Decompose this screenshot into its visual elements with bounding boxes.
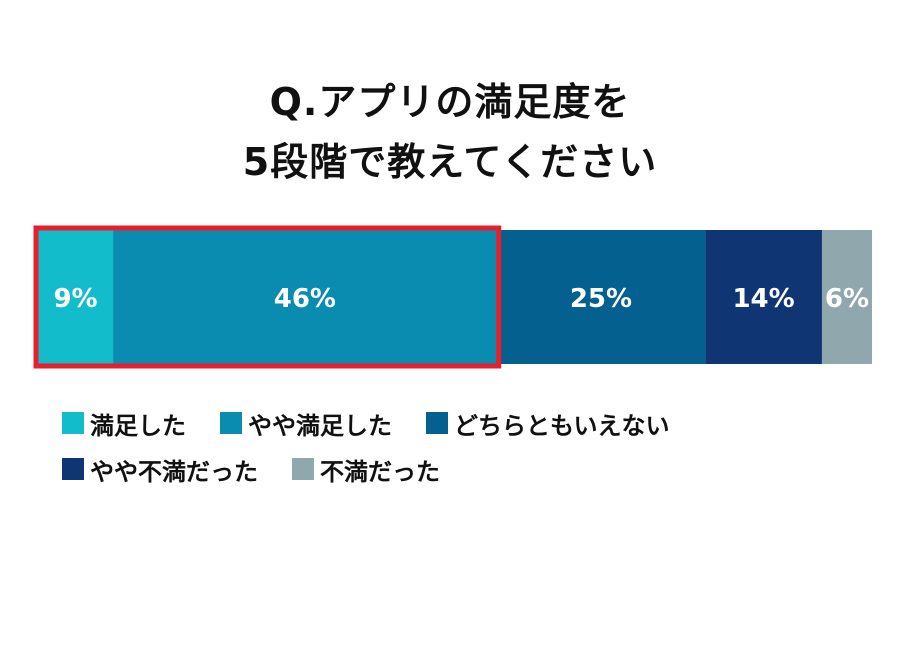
bar-segment-1	[113, 230, 497, 364]
legend-swatch	[426, 412, 448, 434]
legend-label: どちらともいえない	[454, 411, 670, 440]
legend-label: やや不満だった	[90, 457, 258, 486]
legend-item-satisfied: 満足した	[62, 406, 186, 441]
chart-title-line-1: Q.アプリの満足度を	[269, 80, 631, 124]
legend: 満足した やや満足した どちらともいえない やや不満だった 不満だった	[62, 400, 862, 492]
chart-title-line-2: 5段階で教えてください	[242, 140, 658, 184]
legend-label: 満足した	[90, 411, 186, 440]
legend-item-somewhat-satisfied: やや満足した	[220, 406, 392, 441]
highlight-frame	[33, 225, 502, 369]
bar-label-1: 46%	[274, 284, 336, 314]
legend-swatch	[220, 412, 242, 434]
legend-row-1: 満足した やや満足した どちらともいえない	[62, 400, 862, 446]
legend-label: やや満足した	[248, 411, 392, 440]
bar-segment-2	[496, 230, 706, 364]
legend-label: 不満だった	[320, 457, 440, 486]
legend-swatch	[62, 412, 84, 434]
legend-item-somewhat-dissatisfied: やや不満だった	[62, 452, 258, 487]
bar-label-0: 9%	[53, 284, 97, 314]
bar-segment-3	[705, 230, 822, 364]
bar-label-3: 14%	[732, 284, 794, 314]
bar-label-2: 25%	[570, 284, 632, 314]
legend-item-neutral: どちらともいえない	[426, 406, 670, 441]
bar-segment-4	[821, 230, 872, 364]
bar-label-4: 6%	[825, 284, 869, 314]
chart-title: Q.アプリの満足度を 5段階で教えてください	[0, 72, 900, 192]
legend-swatch	[292, 458, 314, 480]
legend-swatch	[62, 458, 84, 480]
legend-item-dissatisfied: 不満だった	[292, 452, 440, 487]
bar-segment-0	[38, 230, 114, 364]
legend-row-2: やや不満だった 不満だった	[62, 446, 862, 492]
